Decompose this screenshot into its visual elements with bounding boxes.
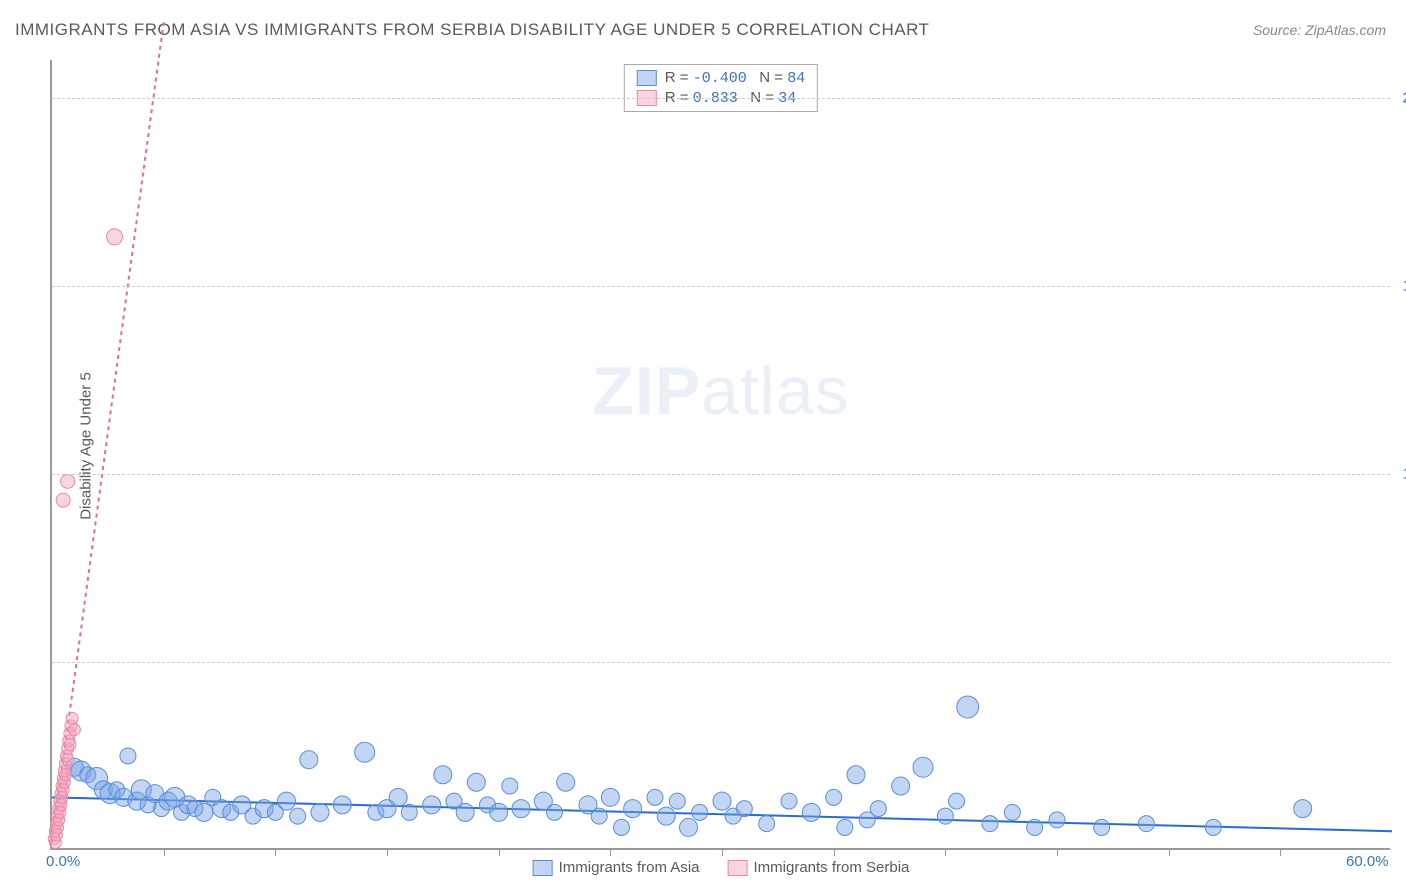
data-point [389,788,407,806]
data-point [1004,804,1020,820]
data-point [401,804,417,820]
legend-label: Immigrants from Asia [559,859,700,876]
data-point [311,803,329,821]
data-point [591,808,607,824]
data-point [1294,800,1312,818]
data-point [62,754,74,766]
legend-bottom-item: Immigrants from Serbia [728,859,910,876]
data-point [300,751,318,769]
data-point [107,229,123,245]
data-point [1205,819,1221,835]
data-point [120,748,136,764]
data-point [669,793,685,809]
data-point [1049,812,1065,828]
data-point [195,803,213,821]
x-tick-minor [1057,848,1058,856]
x-tick-minor [499,848,500,856]
data-point [290,808,306,824]
legend-stats: R = -0.400 N = 84 [665,69,805,87]
x-tick-label: 0.0% [46,853,80,870]
source-attribution: Source: ZipAtlas.com [1253,22,1386,38]
data-point [490,803,508,821]
legend-swatch [728,860,748,876]
data-point [614,819,630,835]
data-point [647,789,663,805]
data-point [870,801,886,817]
data-point [957,696,979,718]
data-point [456,803,474,821]
legend-row: R = -0.400 N = 84 [637,69,805,87]
gridline-h [52,98,1390,99]
data-point [624,800,642,818]
legend-label: Immigrants from Serbia [754,859,910,876]
x-tick-label: 60.0% [1346,853,1389,870]
data-point [826,789,842,805]
data-point [64,739,76,751]
data-point [1027,819,1043,835]
legend-bottom: Immigrants from Asia Immigrants from Serb… [533,859,910,876]
data-point [759,816,775,832]
y-tick-label: 10.0% [1402,465,1406,482]
data-point [434,766,452,784]
data-point [680,818,698,836]
x-tick-minor [275,848,276,856]
data-point [423,796,441,814]
data-point [557,773,575,791]
data-point [949,793,965,809]
data-point [502,778,518,794]
legend-bottom-item: Immigrants from Asia [533,859,700,876]
data-point [333,796,351,814]
data-point [837,819,853,835]
x-tick-minor [945,848,946,856]
data-point [781,793,797,809]
legend-swatch [533,860,553,876]
data-point [61,474,75,488]
x-tick-minor [610,848,611,856]
legend-swatch [637,70,657,86]
data-point [802,803,820,821]
data-point [278,792,296,810]
data-point [847,766,865,784]
gridline-h [52,662,1390,663]
data-point [68,724,80,736]
gridline-h [52,474,1390,475]
y-tick-label: 20.0% [1402,89,1406,106]
data-point [913,757,933,777]
data-point [601,788,619,806]
data-point [937,808,953,824]
data-point [736,801,752,817]
x-tick-minor [834,848,835,856]
x-tick-minor [722,848,723,856]
data-point [66,712,78,724]
data-point [713,792,731,810]
gridline-h [52,286,1390,287]
data-point [467,773,485,791]
data-point [657,807,675,825]
y-tick-label: 15.0% [1402,277,1406,294]
data-point [56,493,70,507]
data-point [1094,819,1110,835]
data-point [547,804,563,820]
legend-top: R = -0.400 N = 84R = 0.833 N = 34 [624,64,818,112]
data-point [512,800,530,818]
data-point [1138,816,1154,832]
x-tick-minor [387,848,388,856]
data-point [892,777,910,795]
data-point [692,804,708,820]
x-tick-minor [1280,848,1281,856]
chart-title: IMMIGRANTS FROM ASIA VS IMMIGRANTS FROM … [15,20,929,40]
x-tick-minor [1169,848,1170,856]
data-point [355,742,375,762]
chart-canvas [52,60,1390,848]
data-point [59,769,71,781]
plot-area: ZIPatlas R = -0.400 N = 84R = 0.833 N = … [50,60,1390,850]
data-point [982,816,998,832]
x-tick-minor [164,848,165,856]
